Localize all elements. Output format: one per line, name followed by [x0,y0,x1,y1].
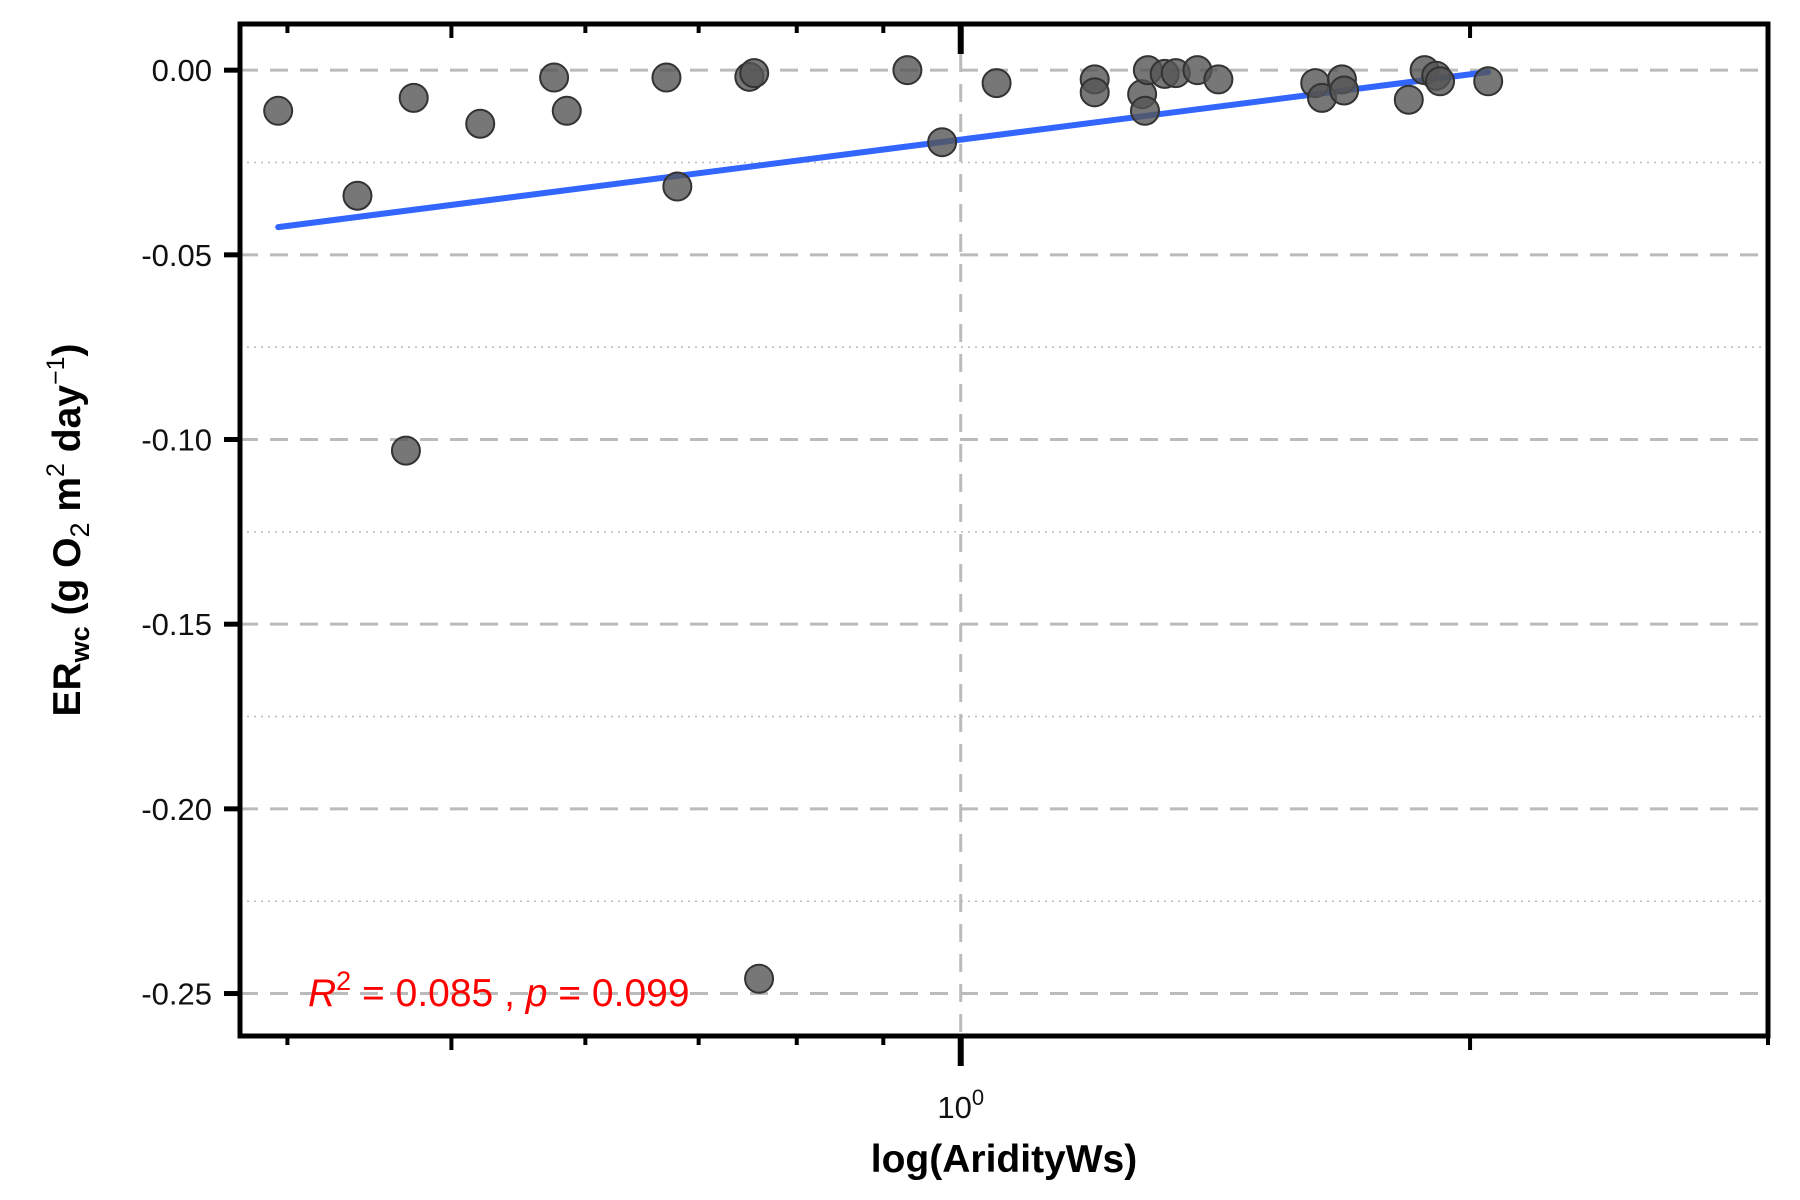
y-tick-labels: 0.00 -0.05 -0.10 -0.15 -0.20 -0.25 [141,53,212,1011]
y-title-close: ) [46,343,89,356]
data-point [390,435,421,466]
regression-stats-annotation: R2 = 0.085 , p = 0.099 [308,966,690,1015]
x-tick-exponent: 0 [972,1085,984,1110]
axis-ticks [224,24,1770,1066]
stat-r-superscript: 2 [336,966,351,996]
data-points [263,55,1504,994]
y-tick-label: -0.25 [141,977,212,1012]
data-point [662,171,693,202]
y-title-day-superscript: −1 [42,356,70,385]
stat-p-value: = 0.099 [547,972,689,1015]
y-tick-label: 0.00 [152,53,212,88]
stat-r-letter: R [308,972,336,1015]
data-point [342,180,373,211]
y-title-unit-open: (g O [46,537,89,626]
data-point [1129,95,1160,126]
data-point [744,963,775,994]
y-title-er: ER [46,662,89,716]
y-axis-title: ERwc (g O2 m2 day−1) [42,343,95,716]
y-tick-label: -0.10 [141,423,212,458]
y-title-o2-subscript: 2 [65,522,95,537]
data-point [398,82,429,113]
data-point [1203,64,1234,95]
data-point [1079,77,1110,108]
y-tick-label: -0.20 [141,792,212,827]
grid-lines [240,24,1768,1036]
data-point [539,62,570,93]
y-title-m: m [46,477,89,523]
plot-panel-border [237,21,1771,1039]
data-point [927,127,958,158]
y-title-m-superscript: 2 [42,463,70,477]
data-point [739,58,770,89]
y-title-er-subscript: wc [65,626,95,663]
regression-line [275,69,1492,231]
x-axis-title: log(AridityWs) [871,1138,1137,1181]
data-point [465,108,496,139]
x-tick-base: 10 [937,1090,971,1125]
data-point [551,95,582,126]
data-point [263,95,294,126]
y-title-day: day [46,385,89,463]
x-tick-label-major: 100 [937,1085,984,1125]
stat-p-letter: p [525,972,548,1015]
stat-r-value: = 0.085 , [351,972,526,1015]
y-tick-label: -0.15 [141,607,212,642]
data-point [1473,66,1504,97]
data-point [892,55,923,86]
data-point [981,68,1012,99]
data-point [1329,75,1360,106]
regression-line-group [275,69,1492,231]
data-point [1393,84,1424,115]
y-tick-label: -0.05 [141,238,212,273]
data-point [1425,66,1456,97]
data-point [651,62,682,93]
